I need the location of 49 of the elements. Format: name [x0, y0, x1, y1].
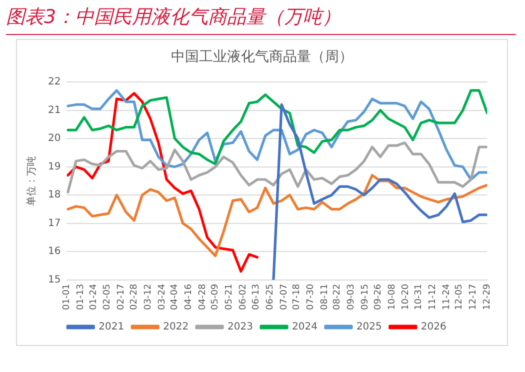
x-tick-label: 10-08 [387, 284, 398, 310]
x-tick-label: 09-15 [360, 284, 371, 310]
legend-label: 2022 [163, 322, 189, 333]
x-tick-label: 08-11 [320, 284, 330, 310]
x-tick-label: 02-28 [129, 284, 140, 310]
y-tick-label: 17 [48, 218, 61, 229]
legend-label: 2021 [98, 322, 124, 333]
legend-label: 2023 [228, 322, 254, 333]
legend-label: 2026 [420, 322, 446, 333]
x-tick-label: 04-04 [170, 284, 180, 310]
x-tick-label: 10-20 [401, 284, 412, 310]
x-tick-label: 04-16 [184, 284, 194, 310]
chart-title: 图表3：中国民用液化气商品量（万吨） [6, 5, 342, 30]
x-tick-label: 11-12 [428, 284, 438, 310]
x-tick-label: 06-13 [251, 284, 262, 310]
x-tick-label: 03-12 [143, 284, 154, 310]
y-tick-label: 16 [48, 246, 61, 258]
y-axis-title: 单位：万吨 [26, 156, 38, 206]
y-tick-label: 18 [48, 190, 61, 201]
y-tick-label: 19 [48, 161, 61, 172]
legend-label: 2024 [292, 322, 318, 333]
x-tick-label: 09-26 [373, 284, 384, 310]
x-tick-label: 06-25 [265, 284, 276, 310]
x-tick-label: 01-01 [62, 284, 72, 310]
x-tick-label: 02-17 [116, 284, 127, 310]
y-tick-label: 20 [48, 133, 61, 144]
x-tick-label: 05-21 [224, 284, 235, 310]
x-tick-label: 12-29 [482, 284, 493, 310]
x-tick-label: 01-24 [88, 284, 99, 310]
x-tick-label: 12-17 [468, 284, 479, 310]
x-tick-label: 04-28 [198, 284, 208, 310]
x-tick-label: 07-30 [306, 284, 316, 310]
x-tick-label: 12-05 [454, 284, 465, 310]
x-tick-label: 11-24 [442, 284, 452, 310]
x-tick-label: 06-02 [238, 284, 249, 310]
x-tick-label: 07-18 [292, 284, 302, 310]
y-tick-label: 15 [48, 274, 61, 286]
y-tick-label: 22 [48, 76, 61, 88]
x-tick-label: 05-09 [210, 284, 221, 310]
x-tick-label: 08-22 [332, 284, 343, 310]
y-tick-label: 21 [48, 104, 61, 116]
x-tick-label: 03-24 [157, 284, 168, 310]
x-tick-label: 10-31 [414, 284, 424, 310]
x-tick-label: 09-03 [346, 284, 357, 310]
x-tick-label: 01-13 [76, 284, 86, 310]
x-tick-label: 02-05 [102, 284, 113, 310]
chart-subtitle: 中国工业液化气商品量（周） [170, 48, 354, 66]
legend-label: 2025 [356, 322, 382, 333]
x-tick-label: 07-07 [279, 284, 290, 310]
